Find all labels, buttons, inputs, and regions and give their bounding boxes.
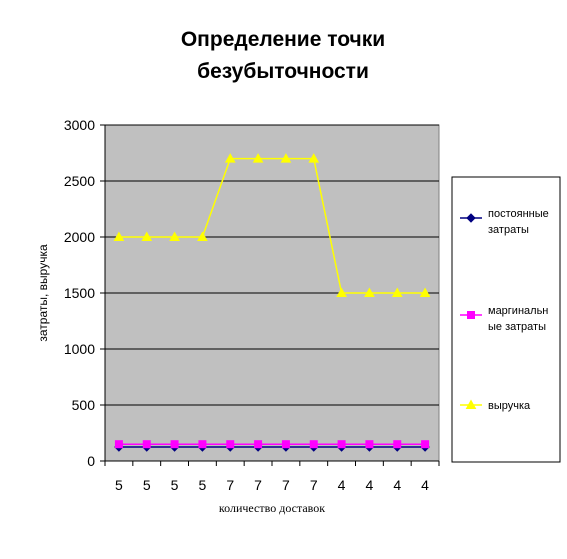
- data-point: [419, 287, 431, 297]
- data-point: [113, 231, 125, 241]
- x-axis-label: количество доставок: [219, 501, 325, 515]
- x-tick-label: 4: [393, 477, 401, 493]
- data-point: [114, 440, 123, 449]
- x-tick-label: 4: [421, 477, 429, 493]
- x-tick-label: 5: [199, 477, 207, 493]
- legend-entry: выручка: [460, 399, 531, 412]
- data-point: [337, 440, 346, 449]
- data-point: [309, 440, 318, 449]
- x-tick-label: 7: [310, 477, 318, 493]
- x-tick-label: 4: [338, 477, 346, 493]
- data-point: [254, 440, 263, 449]
- data-point: [141, 231, 153, 241]
- series-line: [118, 157, 426, 294]
- data-point: [224, 153, 236, 163]
- series-2: [113, 153, 431, 297]
- y-tick-label: 2500: [64, 173, 95, 189]
- gridlines: [105, 124, 439, 406]
- x-tick-label: 5: [115, 477, 123, 493]
- legend: постоянные затраты маргинальн ые затраты выр…: [451, 176, 561, 463]
- chart-title: Определение точки безубыточности: [181, 28, 385, 83]
- y-tick-label: 500: [72, 397, 96, 413]
- data-point: [169, 231, 180, 241]
- x-tick-label: 7: [226, 477, 234, 493]
- legend-label: затраты: [488, 224, 529, 236]
- x-tick-label: 7: [254, 477, 262, 493]
- series-1: [114, 440, 430, 449]
- y-tick-label: 1000: [64, 341, 95, 357]
- x-tick-label: 5: [143, 477, 151, 493]
- legend-label: ые затраты: [488, 321, 546, 333]
- legend-entry: постоянные затраты: [460, 208, 549, 236]
- y-tick-label: 0: [87, 453, 95, 469]
- y-axis-label: затраты, выручка: [36, 244, 50, 342]
- legend-entry: маргинальн ые затраты: [460, 305, 548, 333]
- y-tick-labels: 0 500 1000 1500 2000 2500 3000: [64, 117, 95, 469]
- x-tick-labels: 5 5 5 5 7 7 7 7 4 4 4 4: [115, 477, 429, 493]
- data-point: [197, 231, 208, 241]
- series-group: [113, 153, 431, 452]
- x-tick-label: 5: [171, 477, 179, 493]
- data-point: [226, 440, 235, 449]
- chart-title-line: безубыточности: [197, 60, 369, 83]
- data-point: [170, 440, 179, 449]
- data-point: [336, 287, 347, 297]
- data-point: [281, 440, 290, 449]
- data-point: [364, 287, 375, 297]
- data-point: [252, 153, 264, 163]
- y-tick-label: 2000: [64, 229, 95, 245]
- data-point: [421, 440, 430, 449]
- legend-marker: [465, 399, 477, 409]
- x-tick-label: 7: [282, 477, 290, 493]
- data-point: [391, 287, 403, 297]
- chart-title-line: Определение точки: [181, 28, 385, 51]
- data-point: [142, 440, 151, 449]
- x-tick-label: 4: [366, 477, 374, 493]
- y-tick-label: 1500: [64, 285, 95, 301]
- y-tick-label: 3000: [64, 117, 95, 133]
- legend-box: [451, 176, 561, 463]
- legend-marker: [466, 213, 476, 223]
- legend-label: маргинальн: [488, 305, 548, 317]
- legend-marker: [467, 311, 475, 319]
- data-point: [280, 153, 292, 163]
- data-point: [308, 153, 320, 163]
- data-point: [198, 440, 207, 449]
- legend-label: выручка: [488, 400, 531, 412]
- data-point: [393, 440, 402, 449]
- legend-label: постоянные: [488, 208, 549, 220]
- axes: [100, 124, 440, 466]
- data-point: [365, 440, 374, 449]
